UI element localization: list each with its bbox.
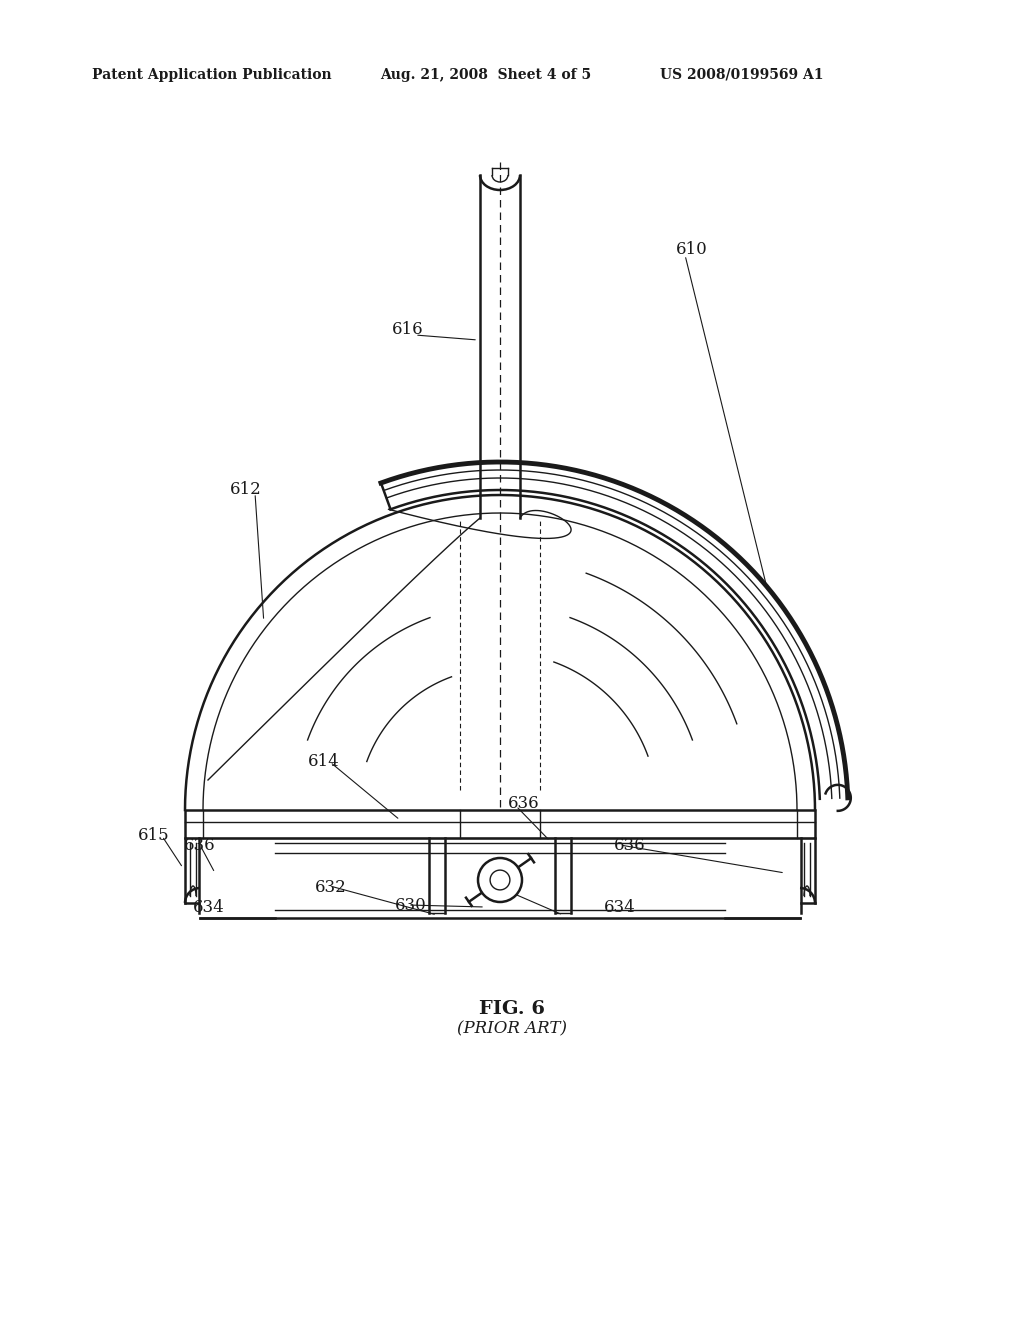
Text: US 2008/0199569 A1: US 2008/0199569 A1 [660, 69, 823, 82]
Text: 634: 634 [193, 899, 224, 916]
Text: 632: 632 [315, 879, 347, 896]
Circle shape [478, 858, 522, 902]
Text: 610: 610 [676, 242, 708, 259]
Text: 632: 632 [490, 879, 522, 896]
Text: (PRIOR ART): (PRIOR ART) [457, 1020, 567, 1038]
Text: Patent Application Publication: Patent Application Publication [92, 69, 332, 82]
Text: FIG. 6: FIG. 6 [479, 1001, 545, 1018]
Text: 630: 630 [395, 896, 427, 913]
Circle shape [490, 870, 510, 890]
Bar [185, 810, 815, 838]
Text: 636: 636 [614, 837, 645, 854]
Text: Aug. 21, 2008  Sheet 4 of 5: Aug. 21, 2008 Sheet 4 of 5 [380, 69, 591, 82]
Text: 615: 615 [138, 828, 170, 845]
Text: 636: 636 [508, 795, 540, 812]
Text: 636: 636 [184, 837, 216, 854]
Text: 614: 614 [308, 754, 340, 771]
Text: 634: 634 [604, 899, 636, 916]
Text: 612: 612 [230, 482, 262, 499]
Text: 616: 616 [392, 322, 424, 338]
